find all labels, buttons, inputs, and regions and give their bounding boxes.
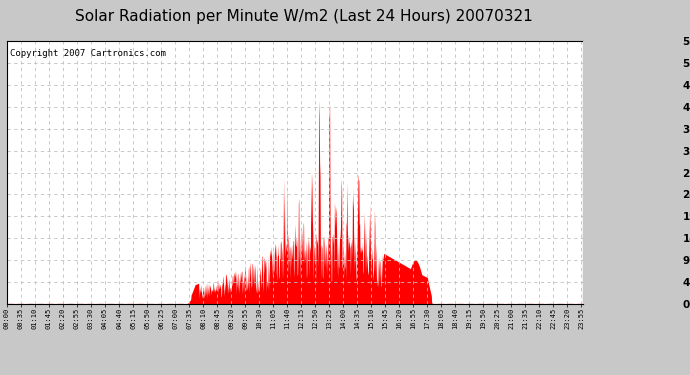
Text: Copyright 2007 Cartronics.com: Copyright 2007 Cartronics.com	[10, 49, 166, 58]
Text: Solar Radiation per Minute W/m2 (Last 24 Hours) 20070321: Solar Radiation per Minute W/m2 (Last 24…	[75, 9, 533, 24]
